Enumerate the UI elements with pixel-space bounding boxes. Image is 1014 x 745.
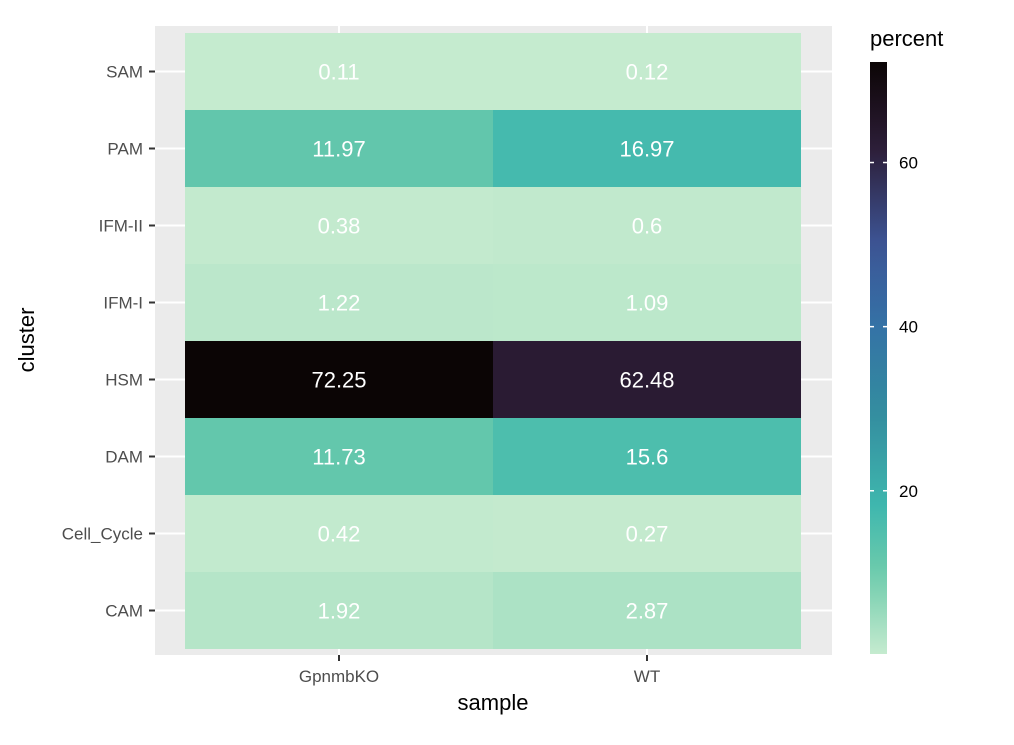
x-axis: GpnmbKO WT [299,655,660,686]
legend-ticks: 20 40 60 [870,154,918,501]
color-legend: percent 20 40 60 [870,26,943,654]
heatmap-cell [493,418,801,495]
heatmap-cell [493,572,801,649]
heatmap-cell [493,264,801,341]
cell-labels: 0.11 0.12 11.97 16.97 0.38 0.6 1.22 1.09 72.25 62… [311,60,674,624]
y-tick-label: DAM [105,448,143,467]
y-axis-title: cluster [14,308,39,373]
cell-value-label: 0.27 [626,522,669,547]
heatmap-cell [185,572,493,649]
heatmap-cell [493,33,801,110]
cell-value-label: 1.09 [626,291,669,316]
y-tick-label: IFM-II [99,217,143,236]
x-tick-label: GpnmbKO [299,667,379,686]
heatmap-cell [185,33,493,110]
y-tick-label: SAM [106,63,143,82]
cell-value-label: 0.42 [318,522,361,547]
y-tick-label: CAM [105,602,143,621]
legend-tick-label: 40 [899,318,918,337]
x-axis-title: sample [458,690,529,715]
cell-value-label: 11.73 [312,445,365,470]
heatmap-cell [185,495,493,572]
y-tick-label: IFM-I [103,294,143,313]
cell-value-label: 0.38 [318,214,361,239]
y-tick-label: HSM [105,371,143,390]
cell-value-label: 0.11 [318,60,359,85]
heatmap-cell [185,187,493,264]
legend-tick-label: 20 [899,482,918,501]
cell-value-label: 0.12 [626,60,669,85]
heatmap-cell [493,341,801,418]
heatmap-cell [185,110,493,187]
heatmap-cell [493,110,801,187]
legend-tick-label: 60 [899,154,918,173]
y-tick-label: PAM [107,140,143,159]
x-tick-label: WT [634,667,660,686]
cell-value-label: 16.97 [619,137,674,162]
y-axis: SAM PAM IFM-II IFM-I HSM DAM Cell_Cycle CAM [62,63,155,621]
heatmap-cell [185,341,493,418]
cell-value-label: 11.97 [312,137,365,162]
cell-value-label: 0.6 [632,214,663,239]
cell-value-label: 1.92 [318,599,361,624]
legend-title: percent [870,26,943,51]
heatmap-cell [493,187,801,264]
legend-colorbar [870,62,887,654]
cell-value-label: 2.87 [626,599,669,624]
heatmap-cell [185,418,493,495]
heatmap-cell [185,264,493,341]
y-tick-label: Cell_Cycle [62,525,143,544]
cell-value-label: 62.48 [619,368,674,393]
cell-value-label: 72.25 [311,368,366,393]
heatmap-cell [493,495,801,572]
cell-value-label: 15.6 [626,445,669,470]
cell-value-label: 1.22 [318,291,361,316]
heatmap-cells [185,33,801,649]
